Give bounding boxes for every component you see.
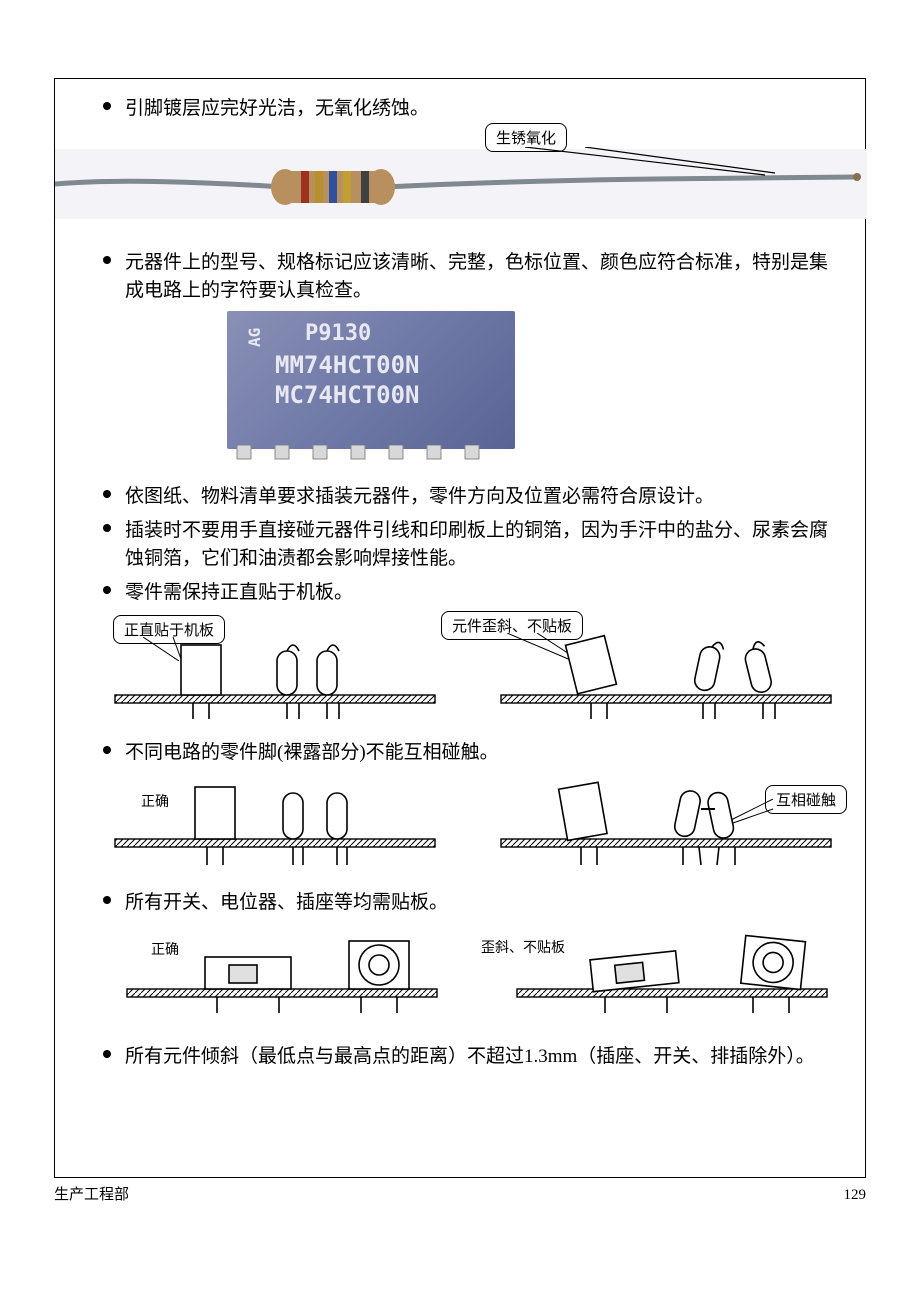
bullet-item: 依图纸、物料清单要求插装元器件，零件方向及位置必需符合原设计。 xyxy=(77,483,843,511)
bullet-text: 插装时不要用手直接碰元器件引线和印刷板上的铜箔，因为手汗中的盐分、尿素会腐蚀铜箔… xyxy=(125,517,843,573)
page-frame: 引脚镀层应完好光洁，无氧化绣蚀。 生锈氧化 xyxy=(54,78,866,1178)
bullet-marker xyxy=(103,102,111,110)
bullet-marker xyxy=(103,896,111,904)
bullet-marker xyxy=(103,586,111,594)
bullet-text: 零件需保持正直贴于机板。 xyxy=(125,579,353,607)
bullet-item: 元器件上的型号、规格标记应该清晰、完整，色标位置、颜色应符合标准，特别是集成电路… xyxy=(77,249,843,305)
footer-department: 生产工程部 xyxy=(54,1183,129,1204)
resistor-photo: 生锈氧化 xyxy=(55,129,865,233)
diagram-row-touching: 正确 互相碰触 xyxy=(77,773,843,879)
callout-text: 生锈氧化 xyxy=(496,131,556,147)
bullet-text: 引脚镀层应完好光洁，无氧化绣蚀。 xyxy=(125,95,429,123)
bullet-item: 所有元件倾斜（最低点与最高点的距离）不超过1.3mm（插座、开关、排插除外）。 xyxy=(77,1043,843,1071)
ic-text-line: P9130 xyxy=(305,321,371,346)
bullet-text: 依图纸、物料清单要求插装元器件，零件方向及位置必需符合原设计。 xyxy=(125,483,714,511)
ic-text-line: MM74HCT00N xyxy=(275,351,420,379)
bullet-marker xyxy=(103,1050,111,1058)
bullet-marker xyxy=(103,746,111,754)
bullet-item: 不同电路的零件脚(裸露部分)不能互相碰触。 xyxy=(77,739,843,767)
bullet-item: 插装时不要用手直接碰元器件引线和印刷板上的铜箔，因为手汗中的盐分、尿素会腐蚀铜箔… xyxy=(77,517,843,573)
bullet-item: 零件需保持正直贴于机板。 xyxy=(77,579,843,607)
bullet-text: 所有元件倾斜（最低点与最高点的距离）不超过1.3mm（插座、开关、排插除外）。 xyxy=(125,1043,815,1071)
bullet-item: 所有开关、电位器、插座等均需贴板。 xyxy=(77,889,843,917)
bullet-text: 不同电路的零件脚(裸露部分)不能互相碰触。 xyxy=(125,739,499,767)
ic-chip-photo: AG P9130 MM74HCT00N MC74HCT00N xyxy=(227,311,515,449)
bullet-marker xyxy=(103,524,111,532)
page-number: 129 xyxy=(844,1187,867,1204)
bullet-text: 所有开关、电位器、插座等均需贴板。 xyxy=(125,889,448,917)
diagram-row-straight-tilted: 正直贴于机板 元件歪斜、不贴板 xyxy=(77,613,843,725)
diagram-row-switches: 正确 歪斜、不贴板 xyxy=(77,923,843,1029)
bullet-text: 元器件上的型号、规格标记应该清晰、完整，色标位置、颜色应符合标准，特别是集成电路… xyxy=(125,249,843,305)
bullet-item: 引脚镀层应完好光洁，无氧化绣蚀。 xyxy=(77,95,843,123)
bullet-marker xyxy=(103,256,111,264)
ic-logo: AG xyxy=(245,328,264,347)
bullet-marker xyxy=(103,490,111,498)
ic-text-line: MC74HCT00N xyxy=(275,381,420,409)
